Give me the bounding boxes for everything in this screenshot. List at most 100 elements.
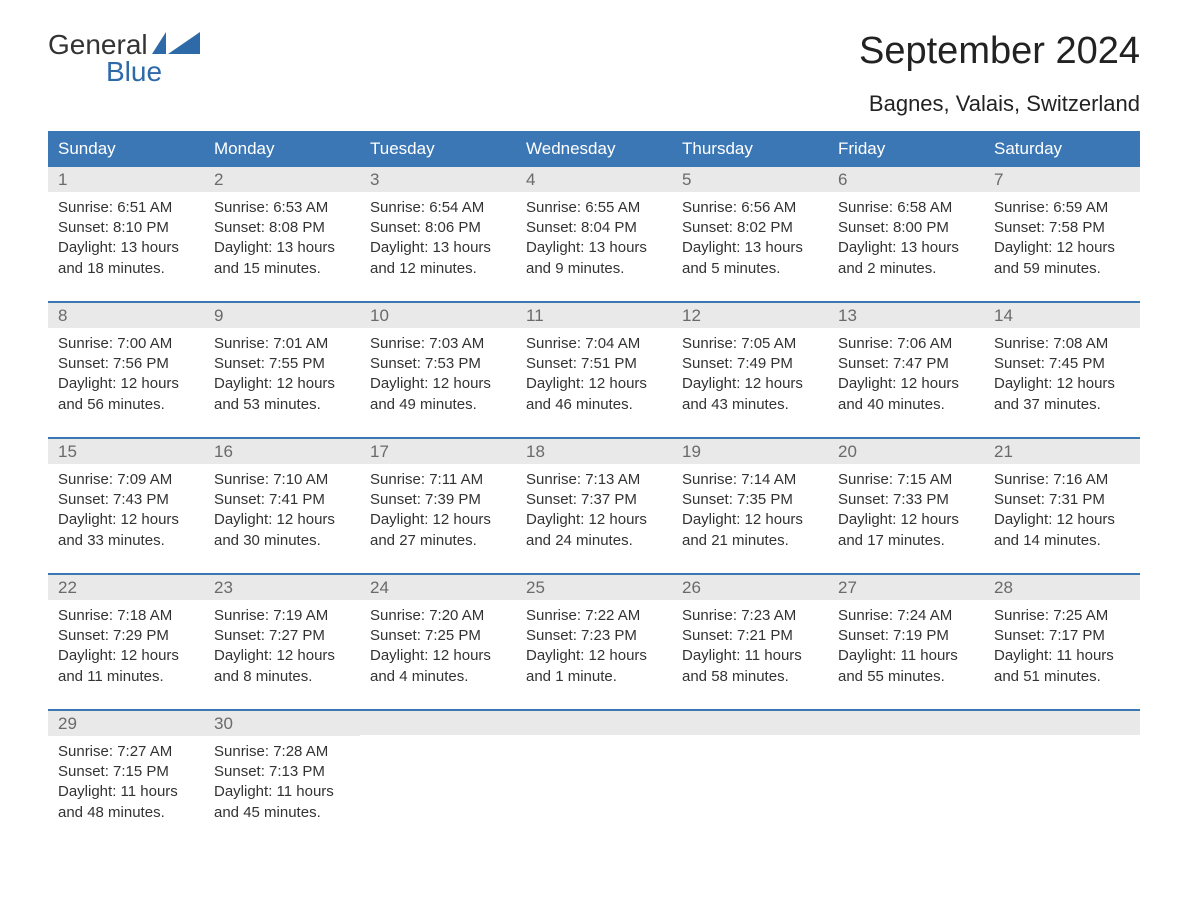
day-body: Sunrise: 7:08 AMSunset: 7:45 PMDaylight:… [984,328,1140,421]
day-sunset: Sunset: 7:43 PM [58,490,194,510]
day-day2: and 15 minutes. [214,259,350,279]
calendar-day: 14Sunrise: 7:08 AMSunset: 7:45 PMDayligh… [984,303,1140,421]
calendar-day: 1Sunrise: 6:51 AMSunset: 8:10 PMDaylight… [48,167,204,285]
day-sunrise: Sunrise: 7:24 AM [838,606,974,626]
day-day1: Daylight: 12 hours [838,510,974,530]
day-body: Sunrise: 7:04 AMSunset: 7:51 PMDaylight:… [516,328,672,421]
day-body: Sunrise: 7:20 AMSunset: 7:25 PMDaylight:… [360,600,516,693]
day-sunrise: Sunrise: 6:53 AM [214,198,350,218]
day-sunset: Sunset: 7:21 PM [682,626,818,646]
day-number: 24 [360,575,516,600]
weekday-label: Thursday [672,131,828,167]
day-sunrise: Sunrise: 7:01 AM [214,334,350,354]
day-day1: Daylight: 12 hours [370,374,506,394]
day-day1: Daylight: 13 hours [214,238,350,258]
day-sunrise: Sunrise: 7:23 AM [682,606,818,626]
calendar-day: 9Sunrise: 7:01 AMSunset: 7:55 PMDaylight… [204,303,360,421]
day-sunrise: Sunrise: 7:08 AM [994,334,1130,354]
day-body: Sunrise: 7:25 AMSunset: 7:17 PMDaylight:… [984,600,1140,693]
day-day1: Daylight: 11 hours [58,782,194,802]
calendar-day: 4Sunrise: 6:55 AMSunset: 8:04 PMDaylight… [516,167,672,285]
weekday-label: Monday [204,131,360,167]
day-sunrise: Sunrise: 6:55 AM [526,198,662,218]
calendar-day [828,711,984,829]
day-body: Sunrise: 7:06 AMSunset: 7:47 PMDaylight:… [828,328,984,421]
day-day1: Daylight: 13 hours [526,238,662,258]
day-day2: and 55 minutes. [838,667,974,687]
weeks-container: 1Sunrise: 6:51 AMSunset: 8:10 PMDaylight… [48,167,1140,829]
calendar-day: 23Sunrise: 7:19 AMSunset: 7:27 PMDayligh… [204,575,360,693]
day-body: Sunrise: 6:55 AMSunset: 8:04 PMDaylight:… [516,192,672,285]
day-sunset: Sunset: 8:04 PM [526,218,662,238]
day-day1: Daylight: 12 hours [526,510,662,530]
day-number: 27 [828,575,984,600]
day-body [516,735,672,795]
day-day2: and 45 minutes. [214,803,350,823]
day-day2: and 18 minutes. [58,259,194,279]
day-sunset: Sunset: 7:41 PM [214,490,350,510]
day-day1: Daylight: 12 hours [994,238,1130,258]
day-day1: Daylight: 12 hours [58,374,194,394]
calendar-day [672,711,828,829]
day-body: Sunrise: 7:27 AMSunset: 7:15 PMDaylight:… [48,736,204,829]
calendar-day: 12Sunrise: 7:05 AMSunset: 7:49 PMDayligh… [672,303,828,421]
calendar-week: 15Sunrise: 7:09 AMSunset: 7:43 PMDayligh… [48,437,1140,557]
day-day1: Daylight: 12 hours [526,374,662,394]
day-day2: and 30 minutes. [214,531,350,551]
day-sunset: Sunset: 8:06 PM [370,218,506,238]
calendar-day: 3Sunrise: 6:54 AMSunset: 8:06 PMDaylight… [360,167,516,285]
day-sunset: Sunset: 7:31 PM [994,490,1130,510]
day-body: Sunrise: 7:14 AMSunset: 7:35 PMDaylight:… [672,464,828,557]
day-day1: Daylight: 12 hours [214,374,350,394]
calendar-week: 1Sunrise: 6:51 AMSunset: 8:10 PMDaylight… [48,167,1140,285]
day-number: 21 [984,439,1140,464]
day-sunrise: Sunrise: 7:10 AM [214,470,350,490]
day-body: Sunrise: 7:13 AMSunset: 7:37 PMDaylight:… [516,464,672,557]
day-sunset: Sunset: 8:02 PM [682,218,818,238]
day-number: 30 [204,711,360,736]
day-day1: Daylight: 12 hours [214,510,350,530]
page-title: September 2024 [859,30,1140,73]
day-sunrise: Sunrise: 7:11 AM [370,470,506,490]
calendar-week: 29Sunrise: 7:27 AMSunset: 7:15 PMDayligh… [48,709,1140,829]
day-number: 12 [672,303,828,328]
day-sunrise: Sunrise: 6:59 AM [994,198,1130,218]
day-number [984,711,1140,735]
day-sunrise: Sunrise: 7:03 AM [370,334,506,354]
day-number: 7 [984,167,1140,192]
day-day1: Daylight: 12 hours [682,510,818,530]
weekday-label: Sunday [48,131,204,167]
logo-word2: Blue [106,57,200,86]
day-day2: and 17 minutes. [838,531,974,551]
day-sunrise: Sunrise: 7:22 AM [526,606,662,626]
day-sunrise: Sunrise: 7:14 AM [682,470,818,490]
day-sunrise: Sunrise: 6:54 AM [370,198,506,218]
weekday-header: Sunday Monday Tuesday Wednesday Thursday… [48,131,1140,167]
day-day1: Daylight: 12 hours [994,510,1130,530]
day-day1: Daylight: 12 hours [370,646,506,666]
day-sunset: Sunset: 7:37 PM [526,490,662,510]
calendar-day: 7Sunrise: 6:59 AMSunset: 7:58 PMDaylight… [984,167,1140,285]
day-day1: Daylight: 11 hours [838,646,974,666]
day-day2: and 59 minutes. [994,259,1130,279]
day-day2: and 1 minute. [526,667,662,687]
day-day1: Daylight: 13 hours [58,238,194,258]
day-body: Sunrise: 7:19 AMSunset: 7:27 PMDaylight:… [204,600,360,693]
day-day1: Daylight: 12 hours [526,646,662,666]
day-number: 26 [672,575,828,600]
calendar-day: 19Sunrise: 7:14 AMSunset: 7:35 PMDayligh… [672,439,828,557]
day-number: 11 [516,303,672,328]
day-sunset: Sunset: 7:49 PM [682,354,818,374]
day-sunset: Sunset: 8:00 PM [838,218,974,238]
day-body [828,735,984,795]
day-sunset: Sunset: 7:27 PM [214,626,350,646]
weekday-label: Saturday [984,131,1140,167]
day-day2: and 51 minutes. [994,667,1130,687]
day-day2: and 33 minutes. [58,531,194,551]
day-sunset: Sunset: 7:55 PM [214,354,350,374]
day-sunrise: Sunrise: 7:16 AM [994,470,1130,490]
flag-icon [152,30,200,59]
day-sunset: Sunset: 7:35 PM [682,490,818,510]
day-sunrise: Sunrise: 6:58 AM [838,198,974,218]
day-day1: Daylight: 12 hours [370,510,506,530]
